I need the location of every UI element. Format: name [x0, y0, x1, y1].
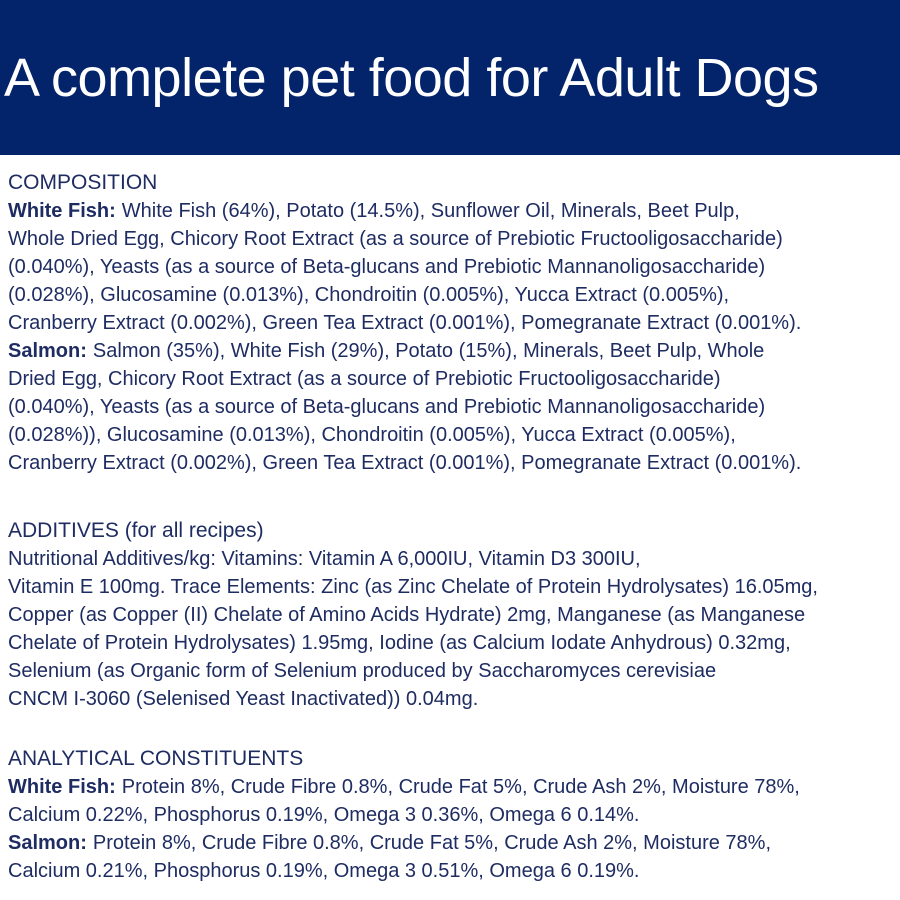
line-text: Protein 8%, Crude Fibre 0.8%, Crude Fat …	[92, 832, 772, 854]
line-text: Protein 8%, Crude Fibre 0.8%, Crude Fat …	[121, 776, 800, 798]
text-line: Salmon: Salmon (35%), White Fish (29%), P…	[8, 337, 894, 365]
text-line: (0.028%)), Glucosamine (0.013%), Chondro…	[8, 421, 894, 449]
text-line: (0.040%), Yeasts (as a source of Beta-gl…	[8, 393, 894, 421]
section-additives: ADDITIVES (for all recipes) Nutritional …	[8, 517, 894, 713]
line-text: (0.040%), Yeasts (as a source of Beta-gl…	[8, 396, 766, 418]
line-text: CNCM I-3060 (Selenised Yeast Inactivated…	[8, 688, 479, 710]
section-composition: COMPOSITION White Fish: White Fish (64%),…	[8, 169, 894, 477]
line-text: (0.028%)), Glucosamine (0.013%), Chondro…	[8, 424, 736, 446]
additives-heading: ADDITIVES (for all recipes)	[8, 517, 894, 545]
line-text: Whole Dried Egg, Chicory Root Extract (a…	[8, 228, 783, 250]
additives-heading-text: ADDITIVES	[8, 519, 119, 542]
analytical-white-fish-paragraph: White Fish: Protein 8%, Crude Fibre 0.8%,…	[8, 773, 894, 829]
line-text: Chelate of Protein Hydrolysates) 1.95mg,…	[8, 632, 791, 654]
text-line: Calcium 0.21%, Phosphorus 0.19%, Omega 3…	[8, 857, 894, 885]
line-text: Cranberry Extract (0.002%), Green Tea Ex…	[8, 452, 802, 474]
text-line: Copper (as Copper (II) Chelate of Amino …	[8, 601, 894, 629]
label-content: COMPOSITION White Fish: White Fish (64%),…	[0, 155, 900, 885]
white-fish-lead: White Fish:	[8, 200, 116, 222]
additives-paragraph: Nutritional Additives/kg: Vitamins: Vita…	[8, 545, 894, 713]
composition-white-fish-paragraph: White Fish: White Fish (64%), Potato (14.…	[8, 197, 894, 337]
analytical-salmon-paragraph: Salmon: Protein 8%, Crude Fibre 0.8%, Cru…	[8, 829, 894, 885]
section-analytical-constituents: ANALYTICAL CONSTITUENTS White Fish: Prote…	[8, 745, 894, 885]
line-text: Vitamin E 100mg. Trace Elements: Zinc (a…	[8, 576, 818, 598]
analytical-heading-text: ANALYTICAL CONSTITUENTS	[8, 747, 304, 770]
header-banner: A complete pet food for Adult Dogs	[0, 0, 900, 155]
text-line: Whole Dried Egg, Chicory Root Extract (a…	[8, 225, 894, 253]
line-text: White Fish (64%), Potato (14.5%), Sunflo…	[121, 200, 740, 222]
line-text: Selenium (as Organic form of Selenium pr…	[8, 660, 717, 682]
text-line: Selenium (as Organic form of Selenium pr…	[8, 657, 894, 685]
composition-heading: COMPOSITION	[8, 169, 894, 197]
text-line: (0.028%), Glucosamine (0.013%), Chondroi…	[8, 281, 894, 309]
line-text: Dried Egg, Chicory Root Extract (as a so…	[8, 368, 721, 390]
text-line: White Fish: White Fish (64%), Potato (14.…	[8, 197, 894, 225]
text-line: CNCM I-3060 (Selenised Yeast Inactivated…	[8, 685, 894, 713]
text-line: Salmon: Protein 8%, Crude Fibre 0.8%, Cru…	[8, 829, 894, 857]
text-line: Dried Egg, Chicory Root Extract (as a so…	[8, 365, 894, 393]
white-fish-lead: White Fish:	[8, 776, 116, 798]
text-line: Cranberry Extract (0.002%), Green Tea Ex…	[8, 449, 894, 477]
text-line: (0.040%), Yeasts (as a source of Beta-gl…	[8, 253, 894, 281]
line-text: Cranberry Extract (0.002%), Green Tea Ex…	[8, 312, 802, 334]
text-line: White Fish: Protein 8%, Crude Fibre 0.8%,…	[8, 773, 894, 801]
text-line: Calcium 0.22%, Phosphorus 0.19%, Omega 3…	[8, 801, 894, 829]
banner-title: A complete pet food for Adult Dogs	[4, 47, 819, 108]
line-text: (0.040%), Yeasts (as a source of Beta-gl…	[8, 256, 766, 278]
line-text: Copper (as Copper (II) Chelate of Amino …	[8, 604, 806, 626]
line-text: Nutritional Additives/kg: Vitamins: Vita…	[8, 548, 641, 570]
additives-heading-suffix: (for all recipes)	[118, 519, 264, 542]
analytical-heading: ANALYTICAL CONSTITUENTS	[8, 745, 894, 773]
text-line: Vitamin E 100mg. Trace Elements: Zinc (a…	[8, 573, 894, 601]
text-line: Nutritional Additives/kg: Vitamins: Vita…	[8, 545, 894, 573]
composition-salmon-paragraph: Salmon: Salmon (35%), White Fish (29%), P…	[8, 337, 894, 477]
line-text: Calcium 0.21%, Phosphorus 0.19%, Omega 3…	[8, 860, 640, 882]
line-text: (0.028%), Glucosamine (0.013%), Chondroi…	[8, 284, 730, 306]
text-line: Chelate of Protein Hydrolysates) 1.95mg,…	[8, 629, 894, 657]
line-text: Calcium 0.22%, Phosphorus 0.19%, Omega 3…	[8, 804, 640, 826]
composition-heading-text: COMPOSITION	[8, 171, 158, 194]
text-line: Cranberry Extract (0.002%), Green Tea Ex…	[8, 309, 894, 337]
salmon-lead: Salmon:	[8, 832, 87, 854]
salmon-lead: Salmon:	[8, 340, 87, 362]
line-text: Salmon (35%), White Fish (29%), Potato (…	[92, 340, 765, 362]
